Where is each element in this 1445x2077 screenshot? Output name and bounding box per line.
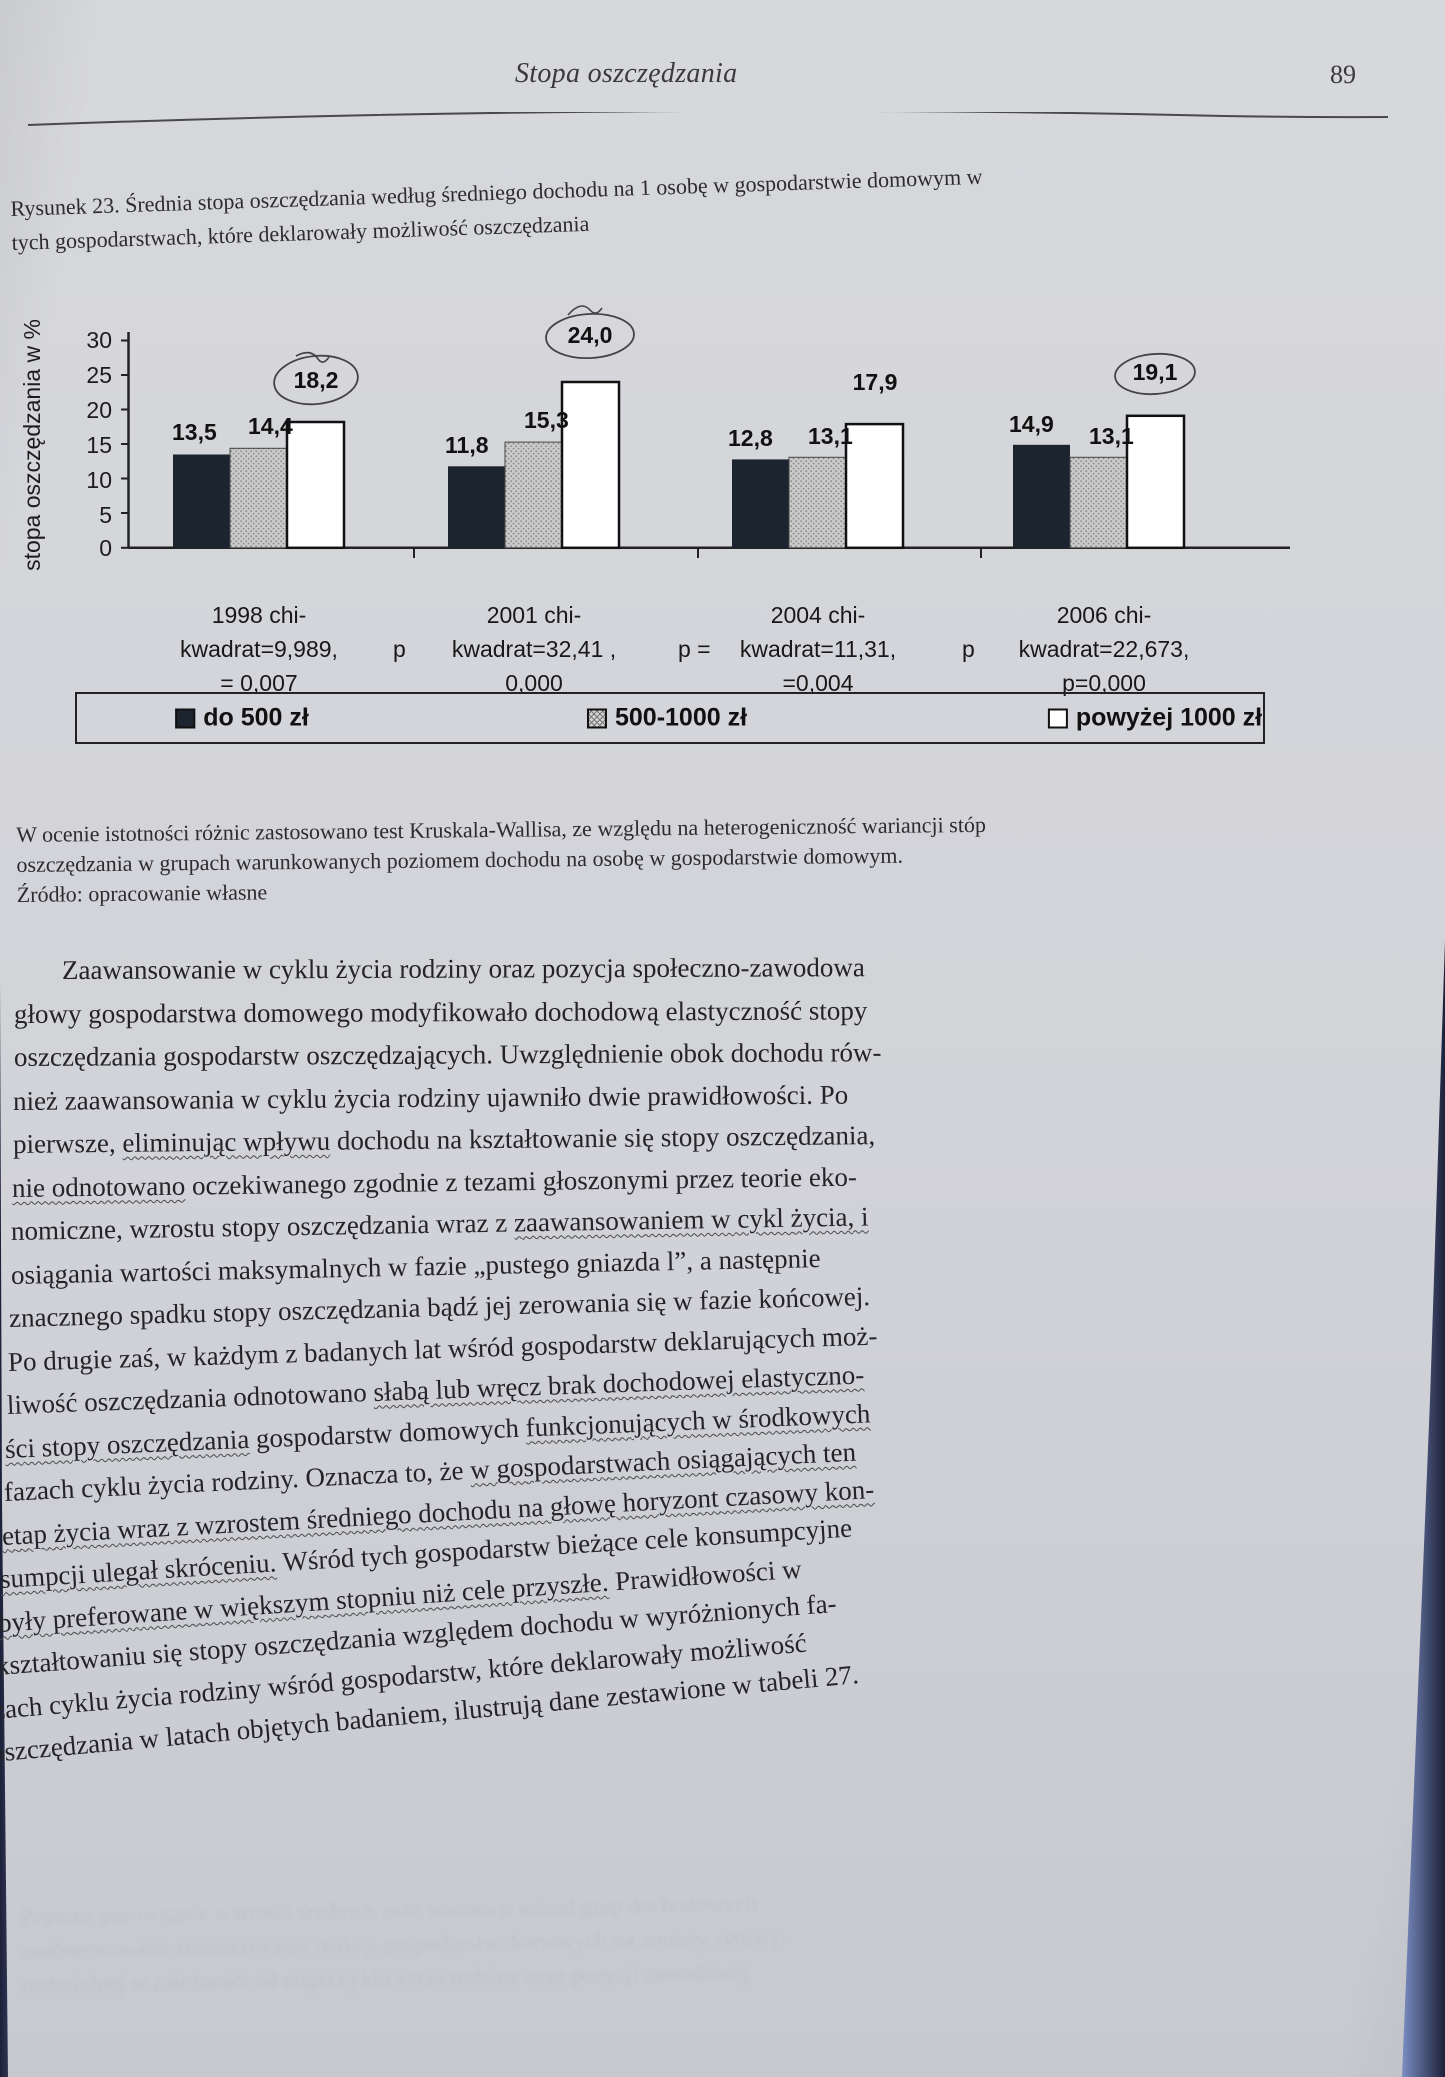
svg-text:stopa oszczędzania w %: stopa oszczędzania w % — [20, 319, 45, 571]
svg-text:20: 20 — [86, 397, 112, 423]
svg-text:13,1: 13,1 — [1089, 423, 1134, 449]
svg-text:10: 10 — [86, 467, 112, 493]
svg-text:15,3: 15,3 — [524, 407, 569, 433]
svg-text:5: 5 — [99, 502, 112, 528]
svg-text:30: 30 — [86, 327, 112, 353]
svg-text:15: 15 — [86, 432, 112, 458]
svg-text:18,2: 18,2 — [294, 367, 339, 393]
svg-text:14,4: 14,4 — [248, 413, 293, 439]
svg-text:0: 0 — [99, 535, 112, 561]
svg-text:25: 25 — [86, 362, 112, 388]
svg-text:11,8: 11,8 — [445, 432, 489, 458]
svg-text:13,5: 13,5 — [172, 419, 217, 445]
svg-text:19,1: 19,1 — [1133, 359, 1178, 385]
svg-text:12,8: 12,8 — [728, 425, 773, 451]
svg-text:14,9: 14,9 — [1009, 411, 1054, 437]
svg-text:24,0: 24,0 — [568, 322, 613, 348]
svg-text:13,1: 13,1 — [808, 423, 853, 449]
svg-text:17,9: 17,9 — [853, 369, 898, 395]
